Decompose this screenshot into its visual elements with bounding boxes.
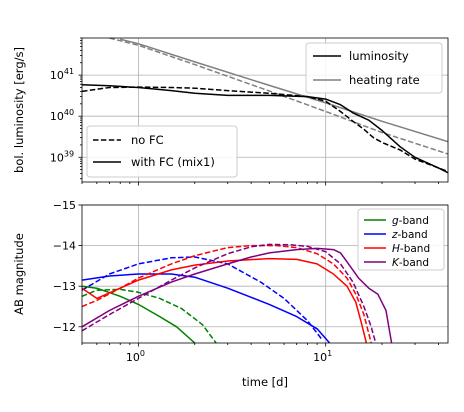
magnitude-y-tick-label: −12 [53,321,76,334]
x-tick-label: 100 [126,349,145,364]
band-k-with-fc-line [82,247,393,343]
band-legend: g-band z-band H-band K-band [357,208,445,271]
luminosity-y-tick-label: 1041 [50,67,74,82]
magnitude-panel: −15 −14 −13 −12 AB magnitude g-band z-band … [12,199,449,344]
series-heating-rate-with-fc-line [120,38,448,143]
luminosity-frame [81,37,449,183]
legend-label-k-band: K-band [392,257,429,269]
band-h-no-fc-line [82,244,372,343]
band-k-no-fc-line [82,243,377,343]
band-h-with-fc-line [82,257,368,343]
luminosity-panel: 1039 1040 1041 bol. luminosity [erg/s] lum… [12,37,449,183]
legend-label-z-band: z-band [391,229,428,241]
legend-label-g-band: g-band [392,215,429,227]
magnitude-frame [81,204,449,344]
magnitude-y-tick-label: −15 [53,199,76,212]
magnitude-y-label: AB magnitude [12,233,26,315]
luminosity-y-tick-label: 1039 [50,149,74,164]
x-tick-label: 101 [313,349,332,364]
band-g-no-fc-line [82,288,217,343]
legend-label-with-fc: with FC (mix1) [131,155,215,169]
luminosity-y-tick-label: 1040 [50,108,74,123]
magnitude-y-tick-label: −13 [53,280,76,293]
series-luminosity-no-fc-line [82,86,448,173]
legend-bottom-left: no FC with FC (mix1) [86,125,238,178]
legend-label-h-band: H-band [392,243,430,255]
luminosity-y-ticks: 1039 1040 1041 [50,37,82,180]
band-z-with-fc-line [82,273,331,343]
series-luminosity-with-fc-line [82,84,448,174]
legend-label-no-fc: no FC [131,133,164,147]
luminosity-series [82,38,448,174]
luminosity-y-label: bol. luminosity [erg/s] [12,47,26,173]
legend-label-heating-rate: heating rate [349,73,420,87]
legend-label-luminosity: luminosity [349,49,409,63]
legend-top-right: luminosity heating rate [305,42,443,94]
x-axis-label: time [d] [242,375,288,389]
band-g-with-fc-line [82,285,196,343]
magnitude-y-tick-label: −14 [53,240,76,253]
magnitude-series [82,243,393,343]
magnitude-y-ticks: −15 −14 −13 −12 [53,199,82,334]
series-heating-rate-no-fc-line [109,38,448,155]
